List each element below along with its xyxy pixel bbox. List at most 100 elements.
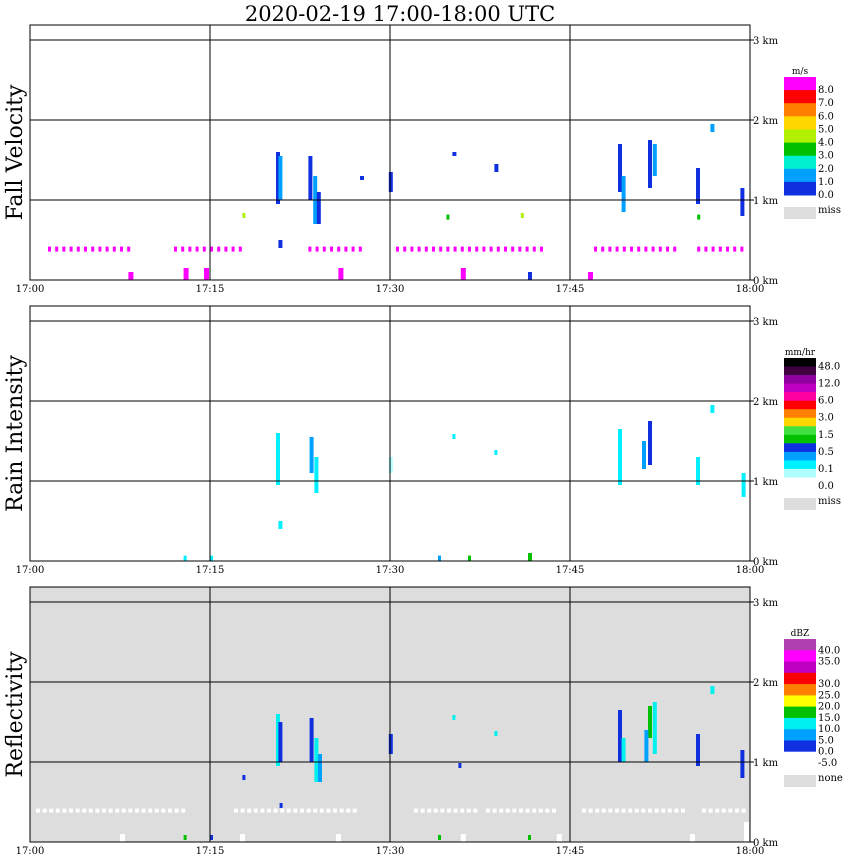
panel-fall-velocity-clutter-mark: [231, 246, 235, 252]
panel-reflectivity-surface-mark: [460, 834, 466, 842]
panel-reflectivity-clutter-mark: [253, 808, 258, 813]
panel-reflectivity-colorbar-label: 20.0: [818, 702, 840, 713]
panel-fall-velocity-clutter-mark: [69, 246, 73, 252]
panel-fall-velocity-clutter-mark: [511, 246, 515, 252]
panel-fall-velocity-clutter-mark: [424, 246, 428, 252]
panel-fall-velocity-clutter-mark: [439, 246, 443, 252]
panel-reflectivity-clutter-mark: [333, 808, 337, 813]
panel-reflectivity-clutter-mark: [313, 808, 318, 813]
panel-fall-velocity-echo-speckle: [446, 214, 450, 220]
panel-fall-velocity-echo: [618, 144, 622, 192]
panel-reflectivity-echo: [710, 686, 715, 694]
panel-reflectivity-clutter-mark: [352, 808, 357, 813]
panel-fall-velocity-clutter-mark: [726, 246, 729, 252]
panel-fall-velocity-surface-mark: [588, 272, 593, 280]
panel-fall-velocity-clutter-mark: [195, 246, 199, 252]
panel-fall-velocity-clutter-mark: [174, 246, 177, 252]
panel-rain-intensity-echo: [528, 553, 532, 561]
panel-rain-intensity-colorbar-swatch: [784, 400, 816, 410]
panel-fall-velocity-echo: [652, 144, 657, 176]
panel-rain-intensity-echo: [710, 405, 715, 413]
panel-reflectivity-colorbar-label: 0.0: [818, 747, 834, 758]
panel-fall-velocity-clutter-mark: [315, 246, 319, 252]
panel-fall-velocity-surface-mark: [128, 272, 134, 280]
panel-fall-velocity-clutter-mark: [120, 246, 123, 252]
panel-rain-intensity-colorbar-swatch: [784, 417, 816, 427]
panel-reflectivity-clutter-mark: [260, 808, 265, 813]
panel-fall-velocity-colorbar-swatch: [784, 90, 816, 104]
panel-reflectivity-colorbar-swatch: [784, 650, 816, 663]
panel-fall-velocity-x-tick-label: 17:00: [16, 284, 45, 295]
panel-fall-velocity-echo-speckle: [242, 213, 246, 218]
panel-fall-velocity-colorbar-swatch: [784, 155, 816, 170]
panel-reflectivity-colorbar-swatch: [784, 661, 816, 674]
panel-fall-velocity-clutter-mark: [403, 246, 407, 252]
panel-reflectivity-surface-mark: [336, 834, 341, 842]
panel-reflectivity-x-tick-label: 17:30: [376, 846, 405, 857]
panel-fall-velocity-clutter-mark: [525, 246, 529, 252]
panel-fall-velocity-clutter-mark: [417, 246, 421, 252]
panel-fall-velocity-y-tick-label: 2 km: [753, 116, 779, 127]
panel-fall-velocity-clutter-mark: [594, 246, 597, 252]
panel-rain-intensity-colorbar-swatch: [784, 426, 816, 436]
panel-rain-intensity-colorbar-swatch: [784, 383, 816, 393]
panel-fall-velocity-clutter-mark: [410, 246, 414, 252]
panel-reflectivity-clutter-mark: [346, 808, 351, 813]
panel-fall-velocity-colorbar-swatch: [784, 103, 816, 117]
panel-reflectivity-clutter-mark: [339, 808, 344, 813]
panel-reflectivity-clutter-mark: [667, 808, 672, 813]
panel-reflectivity-x-tick-label: 17:45: [556, 846, 585, 857]
panel-fall-velocity-clutter-mark: [630, 246, 633, 252]
panel-reflectivity-clutter-mark: [447, 808, 451, 813]
panel-reflectivity-colorbar-label: 25.0: [818, 690, 840, 701]
panel-fall-velocity-clutter-mark: [608, 246, 612, 252]
panel-fall-velocity-clutter-mark: [98, 246, 102, 252]
panel-fall-velocity-echo: [696, 168, 700, 204]
panel-reflectivity-clutter-mark: [519, 808, 523, 813]
panel-fall-velocity-clutter-mark: [48, 246, 51, 252]
panel-rain-intensity-colorbar-swatch: [784, 392, 816, 402]
panel-fall-velocity-colorbar-swatch: [784, 129, 816, 143]
panel-fall-velocity-echo: [621, 176, 626, 212]
panel-reflectivity-clutter-mark: [148, 808, 153, 813]
panel-reflectivity-clutter-mark: [141, 808, 146, 813]
panel-fall-velocity-clutter-mark: [91, 246, 95, 252]
panel-reflectivity-clutter-mark: [154, 808, 159, 813]
panel-rain-intensity-x-tick-label: 17:45: [556, 565, 585, 576]
panel-rain-intensity-colorbar-missing-label: miss: [818, 496, 841, 507]
panel-fall-velocity-y-tick-label: 0 km: [753, 276, 779, 287]
panel-fall-velocity-echo: [452, 152, 457, 156]
panel-fall-velocity-clutter-mark: [453, 246, 457, 252]
panel-rain-intensity-echo: [314, 457, 319, 493]
panel-reflectivity-clutter-mark: [702, 808, 706, 813]
panel-rain-intensity-colorbar-label: 48.0: [818, 362, 840, 373]
panel-reflectivity-echo-speckle: [494, 731, 498, 736]
panel-fall-velocity-colorbar-label: 6.0: [818, 111, 834, 122]
panel-fall-velocity-colorbar-swatch: [784, 116, 816, 130]
panel-reflectivity-clutter-mark: [414, 808, 418, 813]
panel-fall-velocity-clutter-mark: [740, 246, 744, 252]
panel-reflectivity-colorbar-label: 15.0: [818, 713, 840, 724]
panel-fall-velocity-echo: [316, 192, 321, 224]
panel-reflectivity-clutter-mark: [273, 808, 278, 813]
panel-fall-velocity-surface-mark: [460, 268, 466, 280]
panel-reflectivity-clutter-mark: [135, 808, 139, 813]
panel-rain-intensity-colorbar-label: 0.5: [818, 447, 834, 458]
panel-reflectivity-colorbar-label: 30.0: [818, 679, 840, 690]
panel-fall-velocity-surface-mark: [204, 268, 209, 280]
panel-reflectivity-echo: [644, 730, 649, 762]
panel-reflectivity-y-tick-label: 0 km: [753, 838, 779, 849]
panel-rain-intensity-colorbar-swatch: [784, 443, 816, 453]
panel-reflectivity-surface-mark: [120, 834, 125, 842]
panel-reflectivity-x-tick-label: 17:15: [196, 846, 225, 857]
panel-fall-velocity-colorbar-label: 0.0: [818, 190, 834, 201]
panel-fall-velocity-clutter-mark: [615, 246, 619, 252]
figure-title: 2020-02-19 17:00-18:00 UTC: [245, 2, 555, 26]
panel-reflectivity-clutter-mark: [499, 808, 504, 813]
panel-fall-velocity-clutter-mark: [704, 246, 708, 252]
panel-rain-intensity-echo: [309, 437, 314, 473]
panel-fall-velocity-clutter-mark: [518, 246, 522, 252]
panel-rain-intensity-y-tick-label: 2 km: [753, 397, 779, 408]
panel-reflectivity-surface-mark: [744, 822, 749, 842]
